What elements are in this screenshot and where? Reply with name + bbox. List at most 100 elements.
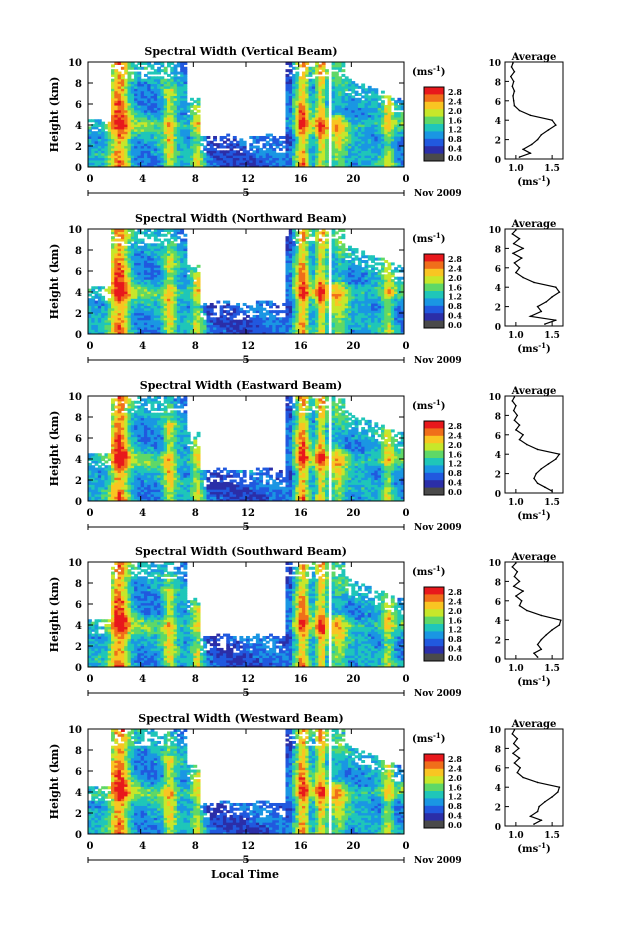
heatmap-cell <box>176 155 181 159</box>
heatmap-cell <box>111 269 115 273</box>
heatmap-cell <box>252 164 257 167</box>
heatmap-cell <box>367 131 372 135</box>
heatmap-cell <box>114 88 119 92</box>
heatmap-cell <box>357 121 362 125</box>
heatmap-cell <box>143 62 148 65</box>
heatmap-cell <box>94 300 99 304</box>
heatmap-cell <box>262 312 267 316</box>
heatmap-cell <box>209 326 214 330</box>
heatmap-cell <box>140 62 145 65</box>
heatmap-cell <box>315 238 320 242</box>
heatmap-cell <box>311 162 316 166</box>
heatmap-cell <box>229 164 234 167</box>
heatmap-cell <box>331 95 336 99</box>
heatmap-cell <box>305 329 310 333</box>
heatmap-cell <box>321 95 326 99</box>
heatmap-cell <box>160 64 165 68</box>
heatmap-cell <box>196 100 201 104</box>
heatmap-cell <box>163 121 168 125</box>
heatmap-cell <box>338 288 343 292</box>
heatmap-cell <box>163 307 168 311</box>
heatmap-cell <box>301 322 306 326</box>
heatmap-cell <box>143 322 148 326</box>
heatmap-cell <box>219 305 224 309</box>
heatmap-cell <box>305 310 310 314</box>
heatmap-cell <box>331 322 336 326</box>
heatmap-cell <box>272 319 277 323</box>
heatmap-cell <box>384 121 389 125</box>
heatmap-cell <box>242 312 247 316</box>
heatmap-cell <box>390 114 395 118</box>
heatmap-cell <box>226 324 231 328</box>
heatmap-cell <box>111 229 115 232</box>
heatmap-cell <box>176 312 181 316</box>
heatmap-cell <box>321 281 326 285</box>
heatmap-cell <box>229 150 234 154</box>
heatmap-cell <box>147 293 152 297</box>
heatmap-cell <box>143 128 148 132</box>
heatmap-cell <box>111 300 115 304</box>
heatmap-cell <box>91 145 96 149</box>
heatmap-cell <box>351 95 356 99</box>
heatmap-cell <box>265 143 270 147</box>
heatmap-cell <box>331 116 336 120</box>
heatmap-cell <box>134 307 138 311</box>
heatmap-cell <box>308 81 313 85</box>
heatmap-cell <box>265 302 270 306</box>
heatmap-cell <box>117 243 122 247</box>
heatmap-cell <box>127 95 132 99</box>
heatmap-cell <box>334 119 339 123</box>
heatmap-cell <box>394 121 399 125</box>
heatmap-cell <box>104 147 109 151</box>
heatmap-cell <box>173 233 178 237</box>
heatmap-cell <box>311 116 316 120</box>
heatmap-cell <box>400 133 404 137</box>
heatmap-cell <box>308 97 313 101</box>
heatmap-cell <box>364 100 369 104</box>
heatmap-cell <box>127 133 132 137</box>
heatmap-cell <box>394 116 399 120</box>
heatmap-cell <box>160 78 165 82</box>
heatmap-cell <box>292 107 296 111</box>
heatmap-cell <box>341 305 346 309</box>
heatmap-cell <box>288 331 293 334</box>
heatmap-cell <box>153 233 158 237</box>
heatmap-cell <box>338 112 343 116</box>
heatmap-cell <box>308 298 313 302</box>
heatmap-cell <box>206 331 211 334</box>
heatmap-cell <box>137 300 142 304</box>
heatmap-cell <box>334 248 339 252</box>
heatmap-cell <box>101 150 106 154</box>
heatmap-cell <box>170 152 175 156</box>
heatmap-cell <box>111 88 115 92</box>
heatmap-cell <box>285 286 290 290</box>
heatmap-cell <box>91 133 96 137</box>
heatmap-cell <box>344 104 349 108</box>
heatmap-cell <box>219 159 224 163</box>
heatmap-cell <box>315 95 320 99</box>
heatmap-cell <box>176 252 181 256</box>
heatmap-cell <box>292 295 296 299</box>
heatmap-cell <box>377 124 382 128</box>
heatmap-cell <box>143 97 148 101</box>
heatmap-cell <box>196 164 201 167</box>
heatmap-cell <box>380 162 385 166</box>
heatmap-cell <box>367 162 372 166</box>
heatmap-cell <box>292 88 296 92</box>
heatmap-cell <box>374 112 379 116</box>
heatmap-cell <box>331 317 336 321</box>
heatmap-cell <box>199 162 204 166</box>
heatmap-cell <box>249 147 254 151</box>
heatmap-cell <box>94 135 99 139</box>
heatmap-cell <box>114 116 119 120</box>
heatmap-cell <box>325 298 329 302</box>
heatmap-cell <box>176 291 181 295</box>
heatmap-cell <box>338 102 343 106</box>
heatmap-cell <box>190 126 194 130</box>
heatmap-cell <box>193 100 198 104</box>
heatmap-cell <box>298 107 303 111</box>
heatmap-cell <box>318 329 323 333</box>
heatmap-cell <box>124 150 129 154</box>
heatmap-cell <box>318 267 323 271</box>
heatmap-cell <box>354 138 359 142</box>
